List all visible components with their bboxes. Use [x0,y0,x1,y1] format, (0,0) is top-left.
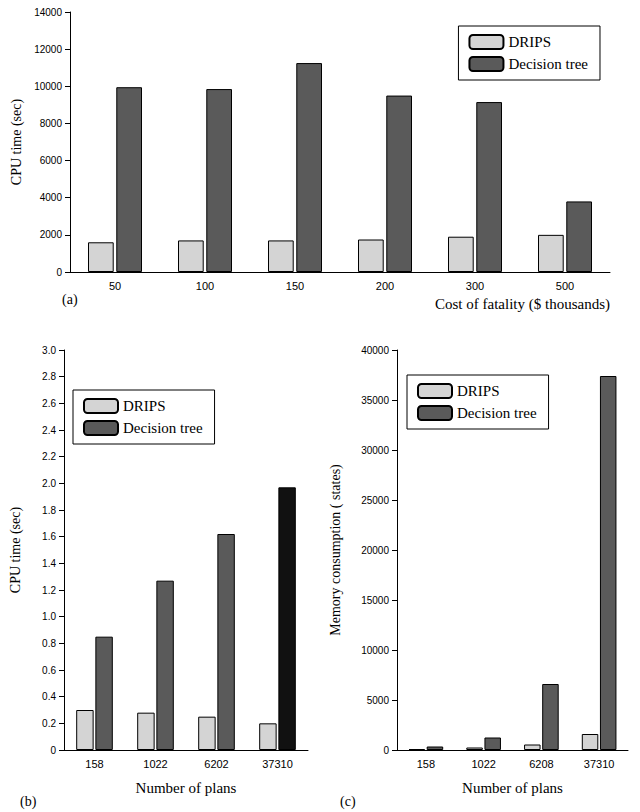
svg-text:30000: 30000 [361,445,389,456]
svg-text:200: 200 [376,280,394,292]
svg-text:10000: 10000 [34,81,62,92]
svg-text:0: 0 [383,745,389,756]
svg-text:2.6: 2.6 [42,398,56,409]
svg-text:100: 100 [196,280,214,292]
svg-text:14000: 14000 [34,7,62,18]
svg-text:1.2: 1.2 [42,585,56,596]
svg-text:0.2: 0.2 [42,718,56,729]
svg-text:CPU time (sec): CPU time (sec) [9,99,25,186]
svg-text:0.8: 0.8 [42,638,56,649]
svg-text:2.4: 2.4 [42,425,56,436]
svg-text:Number of plans: Number of plans [136,780,237,796]
svg-text:Decision tree: Decision tree [508,56,588,72]
svg-text:1.8: 1.8 [42,505,56,516]
svg-text:0: 0 [56,267,62,278]
svg-text:37310: 37310 [262,758,293,770]
svg-text:35000: 35000 [361,395,389,406]
svg-text:6000: 6000 [40,155,63,166]
svg-text:2.2: 2.2 [42,451,56,462]
svg-text:150: 150 [286,280,304,292]
svg-text:2.0: 2.0 [42,478,56,489]
svg-text:(b): (b) [20,794,37,810]
svg-text:50: 50 [109,280,121,292]
svg-text:DRIPS: DRIPS [123,398,166,414]
svg-text:2.8: 2.8 [42,371,56,382]
svg-text:Memory consumption ( states): Memory consumption ( states) [328,464,344,636]
svg-text:Decision tree: Decision tree [123,420,203,436]
svg-text:(c): (c) [340,794,356,810]
svg-text:Number of plans: Number of plans [462,780,563,796]
svg-text:5000: 5000 [367,695,390,706]
svg-text:(a): (a) [62,292,78,308]
svg-text:6208: 6208 [529,758,553,770]
svg-text:500: 500 [556,280,574,292]
svg-text:0.6: 0.6 [42,665,56,676]
svg-text:10000: 10000 [361,645,389,656]
svg-text:1.6: 1.6 [42,531,56,542]
svg-text:6202: 6202 [204,758,228,770]
svg-text:3.0: 3.0 [42,345,56,356]
svg-text:Decision tree: Decision tree [457,405,537,421]
svg-text:20000: 20000 [361,545,389,556]
svg-text:0: 0 [50,745,56,756]
svg-text:300: 300 [466,280,484,292]
svg-text:1.4: 1.4 [42,558,56,569]
svg-text:15000: 15000 [361,595,389,606]
svg-text:0.4: 0.4 [42,691,56,702]
svg-text:1022: 1022 [471,758,495,770]
svg-text:CPU time (sec): CPU time (sec) [8,507,24,594]
svg-text:158: 158 [85,758,103,770]
svg-text:2000: 2000 [40,229,63,240]
svg-text:25000: 25000 [361,495,389,506]
svg-text:4000: 4000 [40,192,63,203]
svg-text:158: 158 [417,758,435,770]
svg-text:1022: 1022 [143,758,167,770]
svg-text:1.0: 1.0 [42,611,56,622]
svg-text:37310: 37310 [584,758,615,770]
svg-text:40000: 40000 [361,345,389,356]
svg-text:DRIPS: DRIPS [457,383,500,399]
svg-text:12000: 12000 [34,44,62,55]
svg-text:Cost of fatality ($ thousands): Cost of fatality ($ thousands) [435,296,610,313]
svg-text:DRIPS: DRIPS [508,34,551,50]
svg-text:8000: 8000 [40,118,63,129]
